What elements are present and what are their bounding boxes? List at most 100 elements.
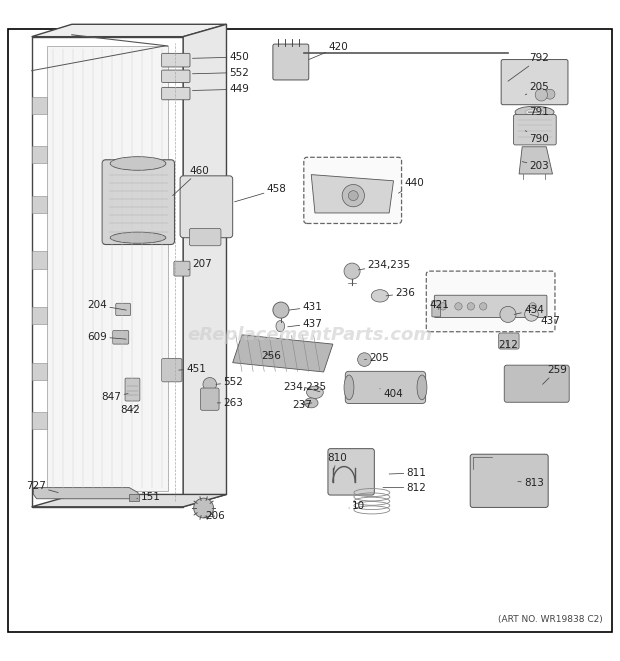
Ellipse shape (304, 398, 318, 408)
Circle shape (203, 377, 216, 391)
Polygon shape (47, 46, 168, 491)
FancyBboxPatch shape (470, 454, 548, 508)
Text: 203: 203 (522, 161, 549, 171)
Text: 420: 420 (309, 42, 348, 59)
Circle shape (545, 89, 555, 99)
FancyBboxPatch shape (501, 59, 568, 104)
Ellipse shape (110, 157, 166, 171)
Text: 207: 207 (188, 258, 212, 270)
Polygon shape (32, 307, 47, 325)
Polygon shape (232, 335, 333, 372)
Text: 431: 431 (289, 302, 322, 312)
Text: 263: 263 (217, 398, 243, 408)
Bar (130, 494, 139, 501)
Polygon shape (32, 97, 47, 114)
Circle shape (525, 307, 538, 321)
Text: 237: 237 (292, 400, 312, 410)
Circle shape (342, 184, 365, 207)
Text: eReplacementParts.com: eReplacementParts.com (187, 327, 433, 344)
Text: 552: 552 (216, 377, 243, 387)
Text: 206: 206 (203, 511, 224, 521)
Text: 205: 205 (525, 83, 549, 95)
Text: 460: 460 (172, 166, 209, 196)
Ellipse shape (515, 106, 554, 118)
Text: 234,235: 234,235 (283, 383, 326, 393)
Text: 842: 842 (121, 405, 141, 415)
Circle shape (273, 302, 289, 318)
Text: 792: 792 (508, 54, 549, 81)
Circle shape (467, 303, 474, 310)
FancyBboxPatch shape (435, 295, 547, 317)
FancyBboxPatch shape (273, 44, 309, 80)
Polygon shape (32, 196, 47, 213)
Text: 256: 256 (261, 352, 281, 362)
FancyBboxPatch shape (504, 365, 569, 403)
Polygon shape (311, 175, 394, 213)
Text: 609: 609 (87, 332, 126, 342)
Text: 552: 552 (192, 67, 249, 77)
FancyBboxPatch shape (513, 114, 556, 145)
Text: 212: 212 (498, 340, 518, 350)
FancyBboxPatch shape (200, 388, 219, 410)
Polygon shape (32, 24, 226, 36)
Text: (ART NO. WR19838 C2): (ART NO. WR19838 C2) (498, 615, 603, 625)
FancyBboxPatch shape (180, 176, 232, 238)
Polygon shape (519, 147, 552, 174)
Polygon shape (32, 412, 47, 430)
FancyBboxPatch shape (328, 449, 374, 495)
Text: 259: 259 (542, 365, 567, 384)
Text: 813: 813 (518, 479, 544, 488)
FancyBboxPatch shape (304, 157, 402, 223)
FancyBboxPatch shape (174, 261, 190, 276)
Text: 450: 450 (192, 52, 249, 62)
FancyBboxPatch shape (116, 303, 131, 316)
FancyBboxPatch shape (189, 229, 221, 246)
FancyBboxPatch shape (102, 160, 174, 245)
Polygon shape (183, 24, 226, 507)
Text: 727: 727 (26, 481, 58, 492)
Text: 791: 791 (528, 107, 549, 117)
Ellipse shape (417, 375, 427, 400)
Ellipse shape (110, 232, 166, 243)
Text: 10: 10 (349, 501, 365, 511)
Polygon shape (33, 488, 138, 499)
Text: 236: 236 (386, 288, 415, 298)
Polygon shape (32, 251, 47, 268)
Text: 790: 790 (525, 131, 549, 143)
Text: 437: 437 (530, 315, 560, 326)
Text: 404: 404 (380, 389, 403, 399)
FancyBboxPatch shape (345, 371, 426, 403)
FancyBboxPatch shape (427, 271, 555, 332)
Ellipse shape (344, 375, 354, 400)
Ellipse shape (371, 290, 389, 302)
Circle shape (358, 353, 371, 366)
Circle shape (440, 303, 447, 310)
Text: 812: 812 (383, 483, 427, 492)
Polygon shape (32, 363, 47, 380)
Circle shape (344, 263, 360, 279)
Circle shape (193, 498, 213, 518)
Text: 440: 440 (399, 178, 425, 193)
Circle shape (535, 89, 547, 101)
Ellipse shape (276, 321, 285, 332)
FancyBboxPatch shape (162, 87, 190, 100)
Circle shape (479, 303, 487, 310)
Text: 449: 449 (192, 84, 249, 95)
Text: 811: 811 (389, 468, 427, 478)
Text: 204: 204 (87, 300, 126, 310)
Circle shape (454, 303, 462, 310)
FancyBboxPatch shape (125, 378, 140, 401)
Text: 810: 810 (327, 453, 347, 471)
FancyBboxPatch shape (113, 330, 129, 344)
Circle shape (500, 307, 516, 323)
FancyBboxPatch shape (162, 358, 182, 382)
FancyBboxPatch shape (498, 333, 519, 349)
Text: 434: 434 (514, 305, 544, 315)
Circle shape (348, 190, 358, 200)
FancyBboxPatch shape (162, 70, 190, 83)
Ellipse shape (307, 386, 323, 399)
FancyBboxPatch shape (162, 54, 190, 67)
Circle shape (529, 303, 536, 310)
Text: 421: 421 (430, 300, 450, 310)
Text: 151: 151 (137, 492, 161, 502)
